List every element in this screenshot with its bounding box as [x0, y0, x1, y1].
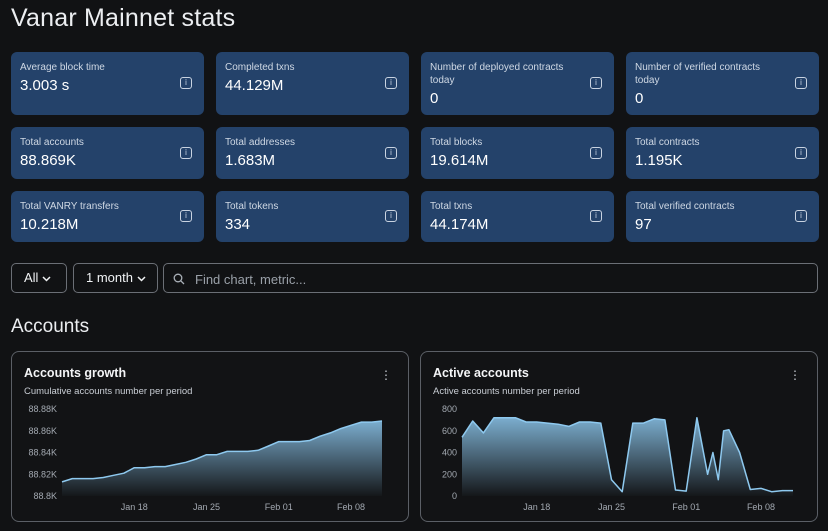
- stat-label: Total blocks: [430, 137, 483, 148]
- info-icon[interactable]: i: [590, 77, 602, 89]
- stat-value: 88.869K: [20, 152, 76, 169]
- info-icon[interactable]: i: [795, 210, 807, 222]
- stat-label: Completed txns: [225, 62, 295, 73]
- y-tick-label: 200: [442, 469, 457, 479]
- y-tick-label: 88.84K: [28, 448, 57, 458]
- active-accounts-chart: 0 200 400 600 800 Jan 18 Jan 25 Feb 01 Feb 08: [442, 404, 793, 512]
- section-select-value: All: [24, 270, 39, 285]
- chart-subtitle: Active accounts number per period: [433, 386, 580, 397]
- y-tick-label: 88.82K: [28, 469, 57, 479]
- section-select[interactable]: All: [11, 263, 67, 293]
- y-tick-label: 800: [442, 404, 457, 414]
- stat-label: Total tokens: [225, 201, 279, 212]
- info-icon[interactable]: i: [385, 147, 397, 159]
- info-icon[interactable]: i: [180, 210, 192, 222]
- stat-value: 1.683M: [225, 152, 276, 169]
- page-title: Vanar Mainnet stats: [11, 4, 236, 32]
- stat-value: 44.129M: [225, 77, 284, 94]
- stat-label: Total VANRY transfers: [20, 201, 119, 212]
- x-tick-label: Feb 01: [265, 502, 293, 512]
- info-icon[interactable]: i: [385, 77, 397, 89]
- stat-card-total-accounts: Total accounts 88.869K i: [11, 127, 204, 179]
- series-line: [461, 416, 793, 493]
- stat-card-average-block-time: Average block time 3.003 s i: [11, 52, 204, 115]
- stat-label: Number of deployed contracts today: [430, 62, 564, 86]
- interval-select[interactable]: 1 month: [73, 263, 158, 293]
- stat-label: Total accounts: [20, 137, 84, 148]
- chart-title: Active accounts: [433, 366, 529, 380]
- y-tick-label: 88.8K: [33, 491, 57, 501]
- y-tick-label: 88.88K: [28, 404, 57, 414]
- chart-card-accounts-growth: Accounts growth Cumulative accounts numb…: [11, 351, 409, 522]
- info-icon[interactable]: i: [180, 147, 192, 159]
- info-icon[interactable]: i: [795, 77, 807, 89]
- series-area: [462, 417, 793, 496]
- info-icon[interactable]: i: [180, 77, 192, 89]
- search-icon: [173, 272, 185, 290]
- x-tick-label: Jan 18: [523, 502, 550, 512]
- x-tick-label: Jan 25: [598, 502, 625, 512]
- chevron-down-icon: [137, 274, 146, 285]
- stat-label: Total txns: [430, 201, 473, 212]
- y-tick-label: 88.86K: [28, 426, 57, 436]
- accounts-growth-chart: 88.8K 88.82K 88.84K 88.86K 88.88K Jan 18 Jan 2…: [28, 404, 383, 512]
- info-icon[interactable]: i: [795, 147, 807, 159]
- stat-value: 1.195K: [635, 152, 683, 169]
- search-input[interactable]: [193, 269, 797, 289]
- chart-title: Accounts growth: [24, 366, 127, 380]
- stat-value: 97: [635, 216, 652, 233]
- y-tick-label: 0: [452, 491, 457, 501]
- stat-label: Total contracts: [635, 137, 700, 148]
- stat-card-total-addresses: Total addresses 1.683M i: [216, 127, 409, 179]
- chart-subtitle: Cumulative accounts number per period: [24, 386, 193, 397]
- x-tick-label: Feb 01: [672, 502, 700, 512]
- stat-card-total-blocks: Total blocks 19.614M i: [421, 127, 614, 179]
- stat-value: 19.614M: [430, 152, 489, 169]
- stat-value: 44.174M: [430, 216, 489, 233]
- chart-card-active-accounts: Active accounts Active accounts number p…: [420, 351, 818, 522]
- info-icon[interactable]: i: [590, 147, 602, 159]
- x-tick-label: Feb 08: [747, 502, 775, 512]
- interval-select-value: 1 month: [86, 270, 133, 285]
- stat-card-completed-txns: Completed txns 44.129M i: [216, 52, 409, 115]
- stat-value: 0: [430, 90, 439, 107]
- x-tick-label: Jan 18: [121, 502, 148, 512]
- y-tick-label: 400: [442, 448, 457, 458]
- chevron-down-icon: [42, 274, 51, 285]
- stat-card-total-vanry-transfers: Total VANRY transfers 10.218M i: [11, 191, 204, 242]
- series-area: [62, 421, 382, 496]
- stats-grid: Average block time 3.003 s i Completed t…: [11, 52, 819, 242]
- stat-value: 10.218M: [20, 216, 79, 233]
- stat-label: Number of verified contracts today: [635, 62, 761, 86]
- stat-label: Average block time: [20, 62, 105, 73]
- stat-card-total-tokens: Total tokens 334 i: [216, 191, 409, 242]
- stat-card-total-txns: Total txns 44.174M i: [421, 191, 614, 242]
- stat-card-deployed-contracts-today: Number of deployed contracts today 0 i: [421, 52, 614, 115]
- y-tick-label: 600: [442, 426, 457, 436]
- series-line: [61, 420, 383, 483]
- stat-card-total-contracts: Total contracts 1.195K i: [626, 127, 819, 179]
- stat-value: 0: [635, 90, 644, 107]
- search-box: [163, 263, 818, 293]
- x-tick-label: Jan 25: [193, 502, 220, 512]
- stat-card-verified-contracts-today: Number of verified contracts today 0 i: [626, 52, 819, 115]
- info-icon[interactable]: i: [385, 210, 397, 222]
- section-title: Accounts: [11, 316, 90, 337]
- stat-label: Total addresses: [225, 137, 296, 148]
- stat-label: Total verified contracts: [635, 201, 735, 212]
- stat-card-total-verified-contracts: Total verified contracts 97 i: [626, 191, 819, 242]
- stat-value: 3.003 s: [20, 77, 70, 94]
- x-tick-label: Feb 08: [337, 502, 365, 512]
- stat-value: 334: [225, 216, 251, 233]
- info-icon[interactable]: i: [590, 210, 602, 222]
